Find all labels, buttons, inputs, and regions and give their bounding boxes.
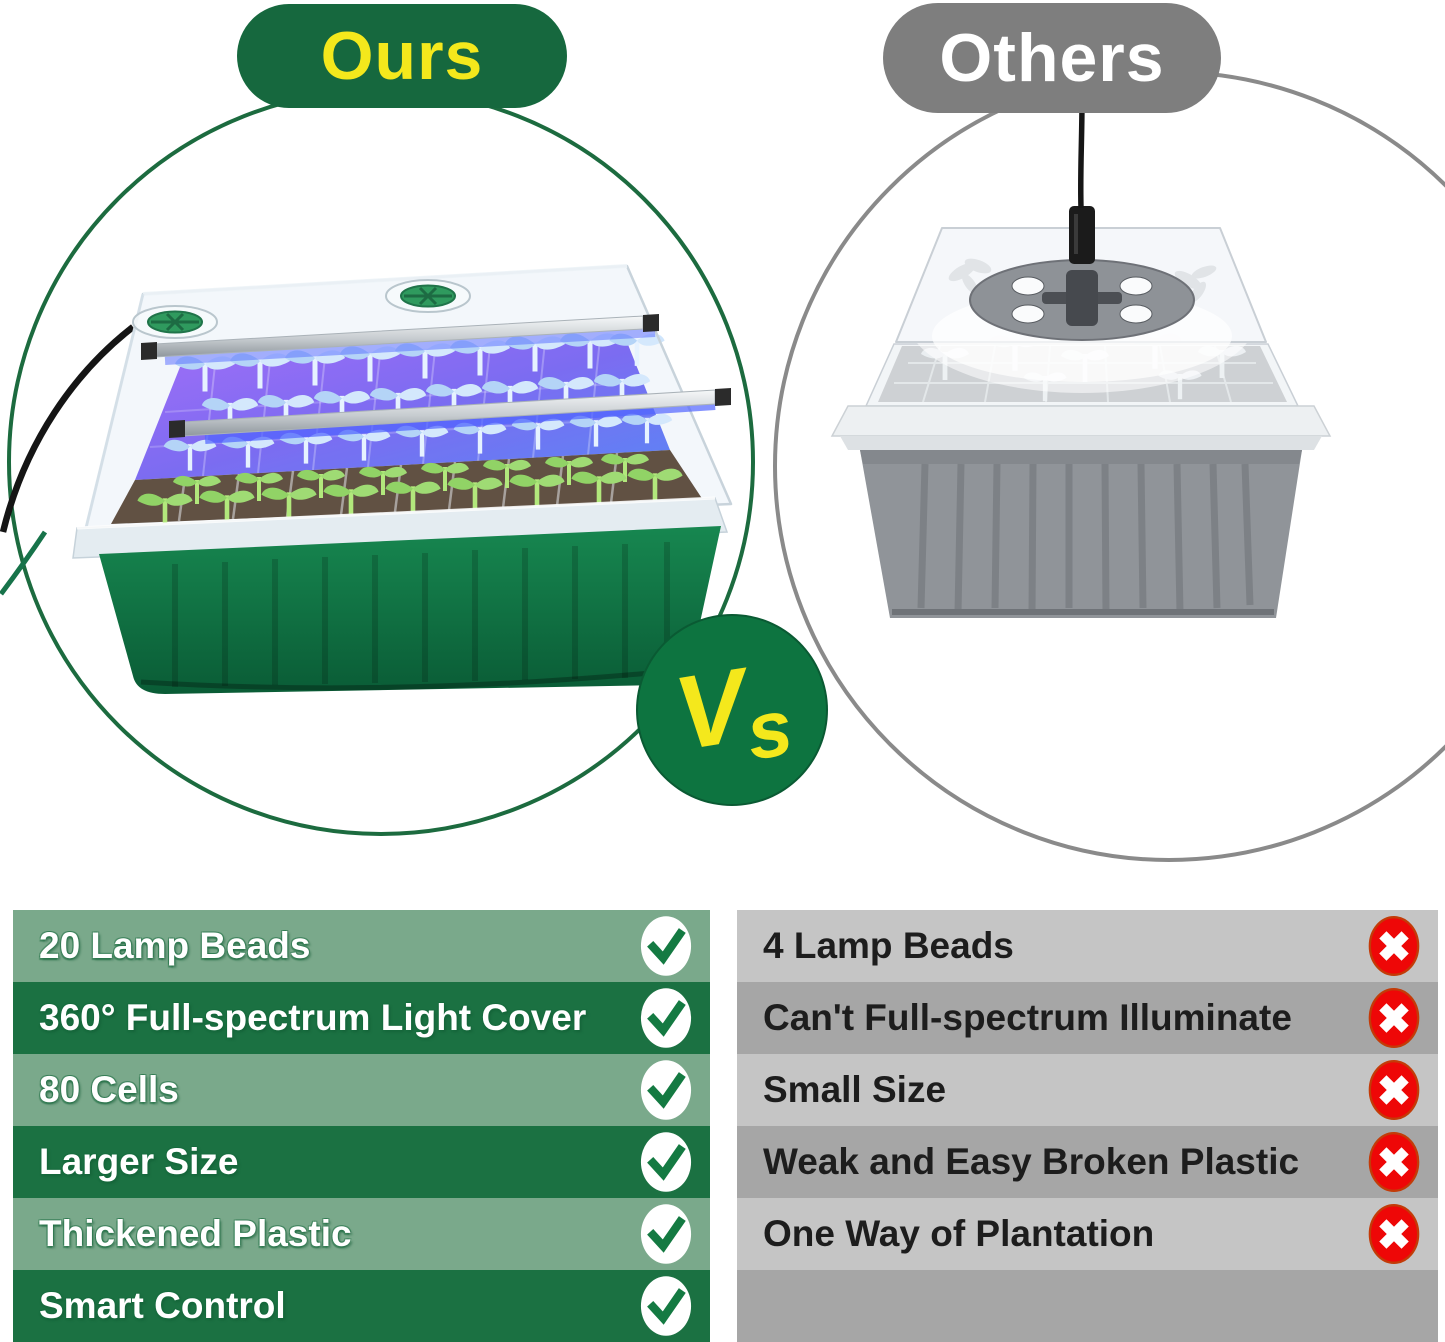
feature-row: Weak and Easy Broken Plastic bbox=[737, 1126, 1438, 1198]
feature-row: One Way of Plantation bbox=[737, 1198, 1438, 1270]
others-badge: Others bbox=[883, 3, 1221, 113]
cross-icon bbox=[1368, 1132, 1420, 1192]
feature-row-empty bbox=[737, 1270, 1438, 1342]
others-product-image bbox=[830, 99, 1332, 618]
feature-label: 360° Full-spectrum Light Cover bbox=[39, 997, 587, 1038]
check-icon bbox=[640, 988, 692, 1048]
feature-row: Larger Size bbox=[13, 1126, 710, 1198]
vs-badge: V s bbox=[636, 614, 828, 806]
feature-label: Small Size bbox=[763, 1069, 947, 1110]
cross-icon bbox=[1368, 916, 1420, 976]
feature-row: Can't Full-spectrum Illuminate bbox=[737, 982, 1438, 1054]
feature-row: Smart Control bbox=[13, 1270, 710, 1342]
others-feature-list: 4 Lamp Beads Can't Full-spectrum Illumin… bbox=[737, 910, 1438, 1342]
feature-label: Thickened Plastic bbox=[39, 1213, 352, 1254]
feature-row: 20 Lamp Beads bbox=[13, 910, 710, 982]
check-icon bbox=[640, 1276, 692, 1336]
feature-label: Larger Size bbox=[39, 1141, 239, 1182]
feature-label: Smart Control bbox=[39, 1285, 286, 1326]
ours-badge: Ours bbox=[237, 4, 567, 108]
feature-row: 4 Lamp Beads bbox=[737, 910, 1438, 982]
feature-row: 360° Full-spectrum Light Cover bbox=[13, 982, 710, 1054]
feature-label: Can't Full-spectrum Illuminate bbox=[763, 997, 1292, 1038]
cross-icon bbox=[1368, 988, 1420, 1048]
feature-label: 4 Lamp Beads bbox=[763, 925, 1014, 966]
check-icon bbox=[640, 1060, 692, 1120]
check-icon bbox=[640, 1204, 692, 1264]
feature-label: One Way of Plantation bbox=[763, 1213, 1155, 1254]
cross-icon bbox=[1368, 1060, 1420, 1120]
feature-label: 80 Cells bbox=[39, 1069, 179, 1110]
others-badge-label: Others bbox=[939, 20, 1165, 96]
ours-badge-label: Ours bbox=[320, 18, 484, 94]
feature-label: Weak and Easy Broken Plastic bbox=[763, 1141, 1300, 1182]
feature-row: Thickened Plastic bbox=[13, 1198, 710, 1270]
cross-icon bbox=[1368, 1204, 1420, 1264]
ours-feature-list: 20 Lamp Beads 360° Full-spectrum Light C… bbox=[13, 910, 710, 1342]
ours-product-image bbox=[0, 264, 733, 694]
vs-label-v: V bbox=[666, 647, 754, 773]
check-icon bbox=[640, 916, 692, 976]
feature-row: 80 Cells bbox=[13, 1054, 710, 1126]
feature-row: Small Size bbox=[737, 1054, 1438, 1126]
feature-label: 20 Lamp Beads bbox=[39, 925, 311, 966]
check-icon bbox=[640, 1132, 692, 1192]
